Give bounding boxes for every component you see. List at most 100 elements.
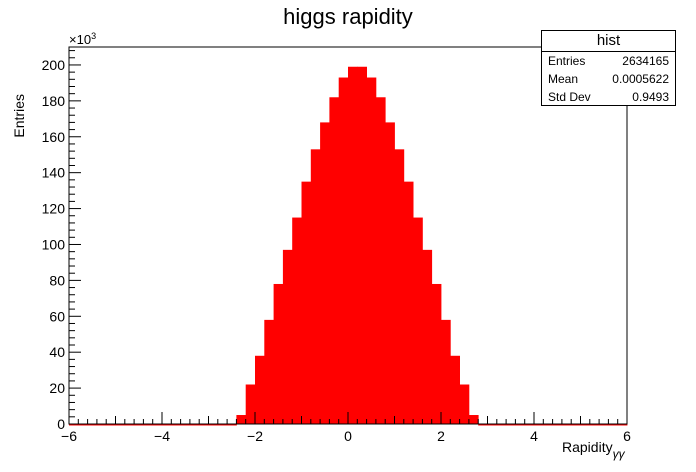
chart-title: higgs rapidity <box>283 4 413 29</box>
stats-box: hist Entries 2634165 Mean 0.0005622 Std … <box>541 30 676 106</box>
x-tick-label: −4 <box>154 428 170 444</box>
stats-title: hist <box>542 31 675 52</box>
histogram-bar <box>255 355 265 424</box>
histogram-bar <box>87 424 98 426</box>
histogram-bar <box>431 283 442 424</box>
stats-entries-label: Entries <box>548 54 586 68</box>
histogram-bar <box>162 424 172 426</box>
y-tick-label: 200 <box>42 57 66 73</box>
x-tick-label: 2 <box>437 428 445 444</box>
histogram-bar <box>338 77 349 425</box>
histogram-bar <box>301 181 312 424</box>
histogram-bar <box>134 424 144 426</box>
histogram-bar <box>189 424 200 426</box>
x-tick-label: −6 <box>61 428 77 444</box>
histogram-bar <box>515 424 526 426</box>
x-tick-label: 0 <box>344 428 352 444</box>
x-axis-label: Rapidityγγ <box>562 439 626 461</box>
histogram-bar <box>292 217 302 424</box>
histogram-bar <box>543 424 553 426</box>
histogram-bar <box>357 66 367 424</box>
histogram-bar <box>552 424 563 426</box>
histogram-bar <box>608 424 619 426</box>
histogram-bar <box>450 355 460 424</box>
histogram-bar <box>599 424 609 426</box>
histogram-bar <box>236 415 247 424</box>
y-tick-label: 40 <box>49 344 65 360</box>
histogram-bar <box>124 424 135 426</box>
histogram-bar <box>617 424 628 426</box>
y-tick-label: 0 <box>57 416 65 432</box>
stats-row-mean: Mean 0.0005622 <box>542 70 675 88</box>
histogram-bar <box>310 149 321 424</box>
histogram-bar <box>180 424 191 426</box>
histogram-bar <box>459 384 470 424</box>
x-tick-label: 4 <box>530 428 538 444</box>
y-exponent-label: ×103 <box>69 31 96 47</box>
histogram-bar <box>69 424 79 426</box>
histogram-bar <box>264 319 274 424</box>
histogram-bar <box>348 66 358 424</box>
histogram-bar <box>199 424 209 426</box>
histogram-bar <box>524 424 535 426</box>
histogram-bar <box>385 122 395 425</box>
y-exponent-power: 3 <box>91 31 96 41</box>
y-tick-label: 20 <box>49 380 65 396</box>
histogram-bar <box>273 283 284 424</box>
histogram-bar <box>478 424 488 426</box>
stats-mean-label: Mean <box>548 72 579 86</box>
histogram-bar <box>534 424 544 426</box>
y-axis-label: Entries <box>11 94 27 138</box>
histogram-bar <box>106 424 116 426</box>
y-tick-label: 160 <box>42 129 66 145</box>
histogram-bar <box>422 249 433 424</box>
histogram-bar <box>375 97 386 425</box>
histogram-bar <box>78 424 88 426</box>
stats-stddev-label: Std Dev <box>548 90 591 104</box>
histogram-bar <box>496 424 507 426</box>
y-tick-label: 120 <box>42 201 66 217</box>
x-tick-label: −2 <box>247 428 263 444</box>
y-tick-label: 140 <box>42 165 66 181</box>
histogram-bar <box>217 424 228 426</box>
histogram-bar <box>571 424 581 426</box>
stats-stddev-value: 0.9493 <box>632 90 669 104</box>
histogram-bar <box>245 384 256 424</box>
stats-mean-value: 0.0005622 <box>612 72 669 86</box>
stats-row-entries: Entries 2634165 <box>542 52 675 70</box>
histogram-bar <box>394 149 405 424</box>
histogram-bar <box>208 424 219 426</box>
histogram-bar <box>589 424 600 426</box>
y-tick-label: 60 <box>49 308 65 324</box>
histogram-bar <box>143 424 154 426</box>
histogram-bar <box>487 424 498 426</box>
histogram-bar <box>413 217 423 424</box>
histogram-bars <box>69 66 628 426</box>
histogram-bar <box>96 424 107 426</box>
histogram-bar <box>403 181 414 424</box>
histogram-bar <box>320 122 330 425</box>
y-tick-label: 180 <box>42 93 66 109</box>
histogram-bar <box>171 424 181 426</box>
y-tick-label: 80 <box>49 272 65 288</box>
histogram-bar <box>506 424 516 426</box>
histogram-bar <box>152 424 163 426</box>
histogram-bar <box>366 77 377 425</box>
x-axis-label-main: Rapidity <box>562 439 613 455</box>
histogram-bar <box>115 424 126 426</box>
stats-row-stddev: Std Dev 0.9493 <box>542 88 675 106</box>
histogram-bar <box>329 97 340 425</box>
histogram-bar <box>468 415 479 424</box>
histogram-bar <box>441 319 451 424</box>
histogram-bar <box>227 424 237 426</box>
x-axis-label-subscript: γγ <box>613 447 626 461</box>
histogram-bar <box>580 424 591 426</box>
x-tick-label: 6 <box>623 428 631 444</box>
histogram-bar <box>561 424 572 426</box>
y-exponent-base: ×10 <box>69 32 91 47</box>
histogram-bar <box>282 249 293 424</box>
stats-entries-value: 2634165 <box>622 54 669 68</box>
y-tick-label: 100 <box>42 236 66 252</box>
